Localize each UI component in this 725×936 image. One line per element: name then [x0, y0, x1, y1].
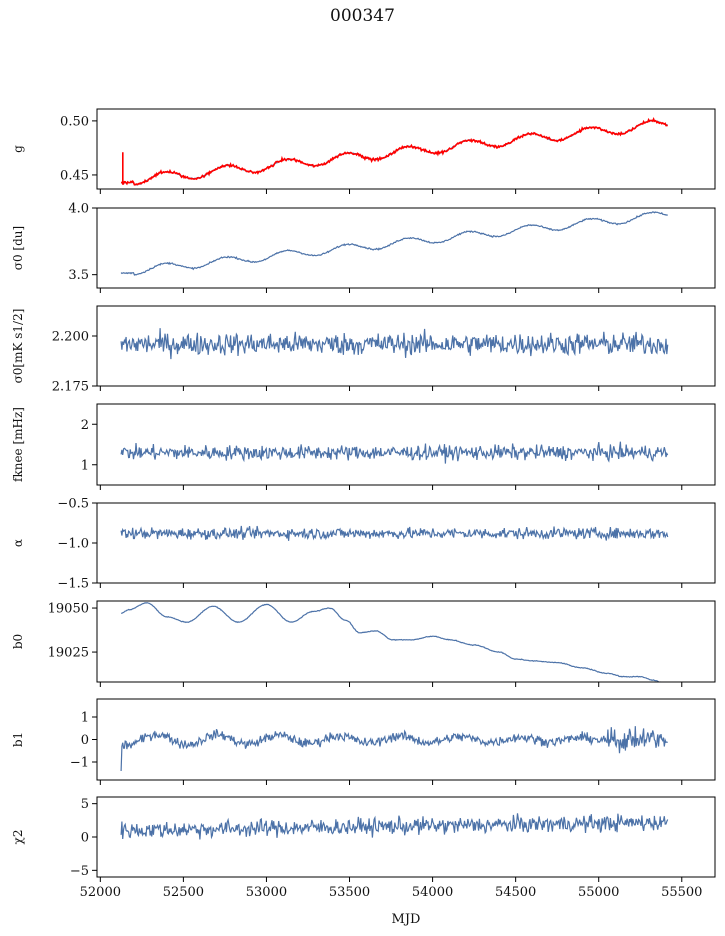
axes-frame-sigma0_du — [96, 207, 716, 289]
overlay-line-g — [120, 117, 668, 186]
ytick-label-chi2-1: 0 — [81, 831, 89, 846]
xtick-label-2: 53000 — [246, 885, 287, 900]
ytick-label-sigma0_mks-0: 2.175 — [52, 380, 89, 395]
axes-frame-sigma0_mks — [96, 305, 716, 387]
xtick-label-5: 54500 — [495, 885, 536, 900]
ytick-label-chi2-0: −5 — [70, 864, 89, 879]
ylabel-fknee: fknee [mHz] — [11, 407, 25, 482]
axes-frame-b0 — [96, 600, 716, 683]
ylabel-b0: b0 — [11, 634, 25, 649]
ytick-label-b1-2: 1 — [81, 711, 89, 726]
ytick-label-chi2-2: 5 — [81, 797, 89, 812]
ytick-label-fknee-0: 1 — [81, 458, 89, 473]
ylabel-chi2: χ2 — [11, 830, 25, 845]
xtick-label-4: 54000 — [412, 885, 453, 900]
series-line-b1 — [120, 726, 668, 772]
ytick-label-sigma0_mks-1: 2.200 — [52, 330, 89, 345]
ytick-label-sigma0_du-0: 3.5 — [68, 268, 89, 283]
xtick-label-6: 55000 — [578, 885, 619, 900]
axes-frame-g — [96, 108, 716, 190]
ytick-label-sigma0_du-1: 4.0 — [68, 202, 89, 217]
series-line-fknee — [120, 441, 669, 464]
series-line-b0 — [121, 602, 662, 682]
series-line-sigma0_mks — [120, 328, 669, 360]
ytick-label-alpha-0: −1.5 — [57, 577, 89, 592]
ytick-label-g-1: 0.50 — [60, 114, 89, 129]
xtick-label-3: 53500 — [329, 885, 370, 900]
figure-title: 000347 — [330, 6, 395, 26]
series-line-sigma0_du — [120, 211, 668, 276]
ytick-label-alpha-2: −0.5 — [57, 497, 89, 512]
xtick-label-7: 55500 — [661, 885, 702, 900]
xtick-label-0: 52000 — [80, 885, 121, 900]
ylabel-sigma0_du: σ0 [du] — [11, 226, 25, 270]
ylabel-alpha: α — [11, 539, 25, 547]
xaxis-label: MJD — [392, 912, 421, 927]
axes-frame-chi2 — [96, 796, 716, 878]
ytick-label-b1-1: 0 — [81, 733, 89, 748]
ytick-label-b1-0: −1 — [70, 756, 89, 771]
ylabel-g: g — [11, 145, 25, 153]
ylabel-sigma0_mks: σ0[mK s1/2] — [11, 309, 25, 384]
series-line-alpha — [120, 525, 669, 541]
ytick-label-b0-1: 19050 — [48, 602, 89, 617]
ytick-label-alpha-1: −1.0 — [57, 537, 89, 552]
axes-frame-alpha — [96, 502, 716, 584]
xtick-label-1: 52500 — [163, 885, 204, 900]
ytick-label-fknee-1: 2 — [81, 418, 89, 433]
ytick-label-g-0: 0.45 — [60, 168, 89, 183]
series-line-chi2 — [120, 813, 669, 840]
ytick-label-b0-0: 19025 — [48, 646, 89, 661]
axes-frame-fknee — [96, 403, 716, 486]
ylabel-b1: b1 — [11, 732, 25, 747]
